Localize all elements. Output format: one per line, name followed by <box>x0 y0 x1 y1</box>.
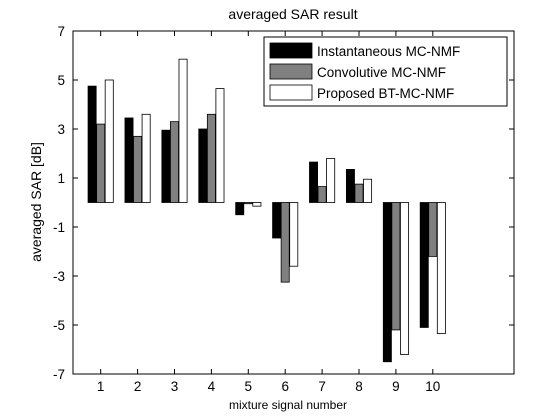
bar-s1-7 <box>309 161 319 203</box>
x-tick-label: 5 <box>245 379 253 394</box>
bar-s2-10 <box>428 202 438 257</box>
bar-s1-8 <box>345 169 355 203</box>
bar-s3-4 <box>215 88 225 203</box>
y-axis: -7 -5 -3 -1 1 3 5 7 <box>53 24 514 382</box>
bar-s1-4 <box>198 128 208 203</box>
bar-s3-1 <box>104 79 114 203</box>
x-tick-label: 4 <box>208 379 216 394</box>
bar-s2-6 <box>280 202 290 283</box>
bar-s2-1 <box>96 123 106 203</box>
bar-s2-5 <box>243 202 253 205</box>
x-axis: 1 2 3 4 5 6 7 8 9 10 <box>97 31 440 394</box>
x-tick-label: 9 <box>392 379 400 394</box>
bar-s3-5 <box>252 202 262 207</box>
bar-s3-2 <box>141 113 151 203</box>
y-tick-label: -3 <box>53 269 65 284</box>
x-tick-label: 2 <box>134 379 142 394</box>
y-tick-label: -5 <box>53 318 65 333</box>
bar-s3-10 <box>436 202 446 334</box>
x-tick-label: 10 <box>425 379 440 394</box>
legend-swatch <box>269 63 313 80</box>
bar-s3-3 <box>178 58 188 203</box>
plot-frame <box>72 30 515 375</box>
y-axis-label: averaged SAR [dB] <box>28 142 44 262</box>
bar-s1-1 <box>87 85 97 203</box>
legend-label: Convolutive MC-NMF <box>317 65 446 80</box>
x-tick-label: 6 <box>281 379 289 394</box>
bar-s2-7 <box>317 186 327 203</box>
bar-s2-8 <box>354 183 364 203</box>
y-tick-label: 3 <box>57 122 65 137</box>
bar-s1-9 <box>382 202 392 363</box>
legend: Instantaneous MC-NMF Convolutive MC-NMF Pr… <box>263 36 508 107</box>
legend-swatch <box>269 84 313 101</box>
x-tick-label: 7 <box>318 379 326 394</box>
bar-s3-9 <box>400 202 409 355</box>
bar-s2-2 <box>133 135 143 203</box>
chart-title: averaged SAR result <box>228 6 357 22</box>
x-tick-label: 8 <box>355 379 363 394</box>
bar-s3-8 <box>363 178 373 203</box>
legend-label: Instantaneous MC-NMF <box>317 44 460 59</box>
y-tick-label: -1 <box>53 220 65 235</box>
bar-s1-6 <box>272 202 282 239</box>
bar-s3-6 <box>289 202 299 267</box>
bar-s1-10 <box>419 202 429 328</box>
y-tick-label: 5 <box>57 73 65 88</box>
legend-swatch <box>269 42 313 59</box>
x-axis-label: mixture signal number <box>229 398 347 412</box>
x-tick-label: 3 <box>171 379 179 394</box>
bar-s1-5 <box>235 202 245 216</box>
bars-group <box>87 58 446 363</box>
y-tick-label: -7 <box>53 367 65 382</box>
x-tick-label: 1 <box>97 379 105 394</box>
bar-s1-3 <box>161 129 171 203</box>
bar-s2-4 <box>206 113 216 203</box>
bar-s2-9 <box>391 202 401 331</box>
bar-s1-2 <box>124 117 134 203</box>
legend-label: Proposed BT-MC-NMF <box>317 86 454 101</box>
y-tick-label: 1 <box>57 171 65 186</box>
bar-s2-3 <box>170 121 179 203</box>
y-tick-label: 7 <box>57 24 65 39</box>
bar-s3-7 <box>326 157 336 203</box>
